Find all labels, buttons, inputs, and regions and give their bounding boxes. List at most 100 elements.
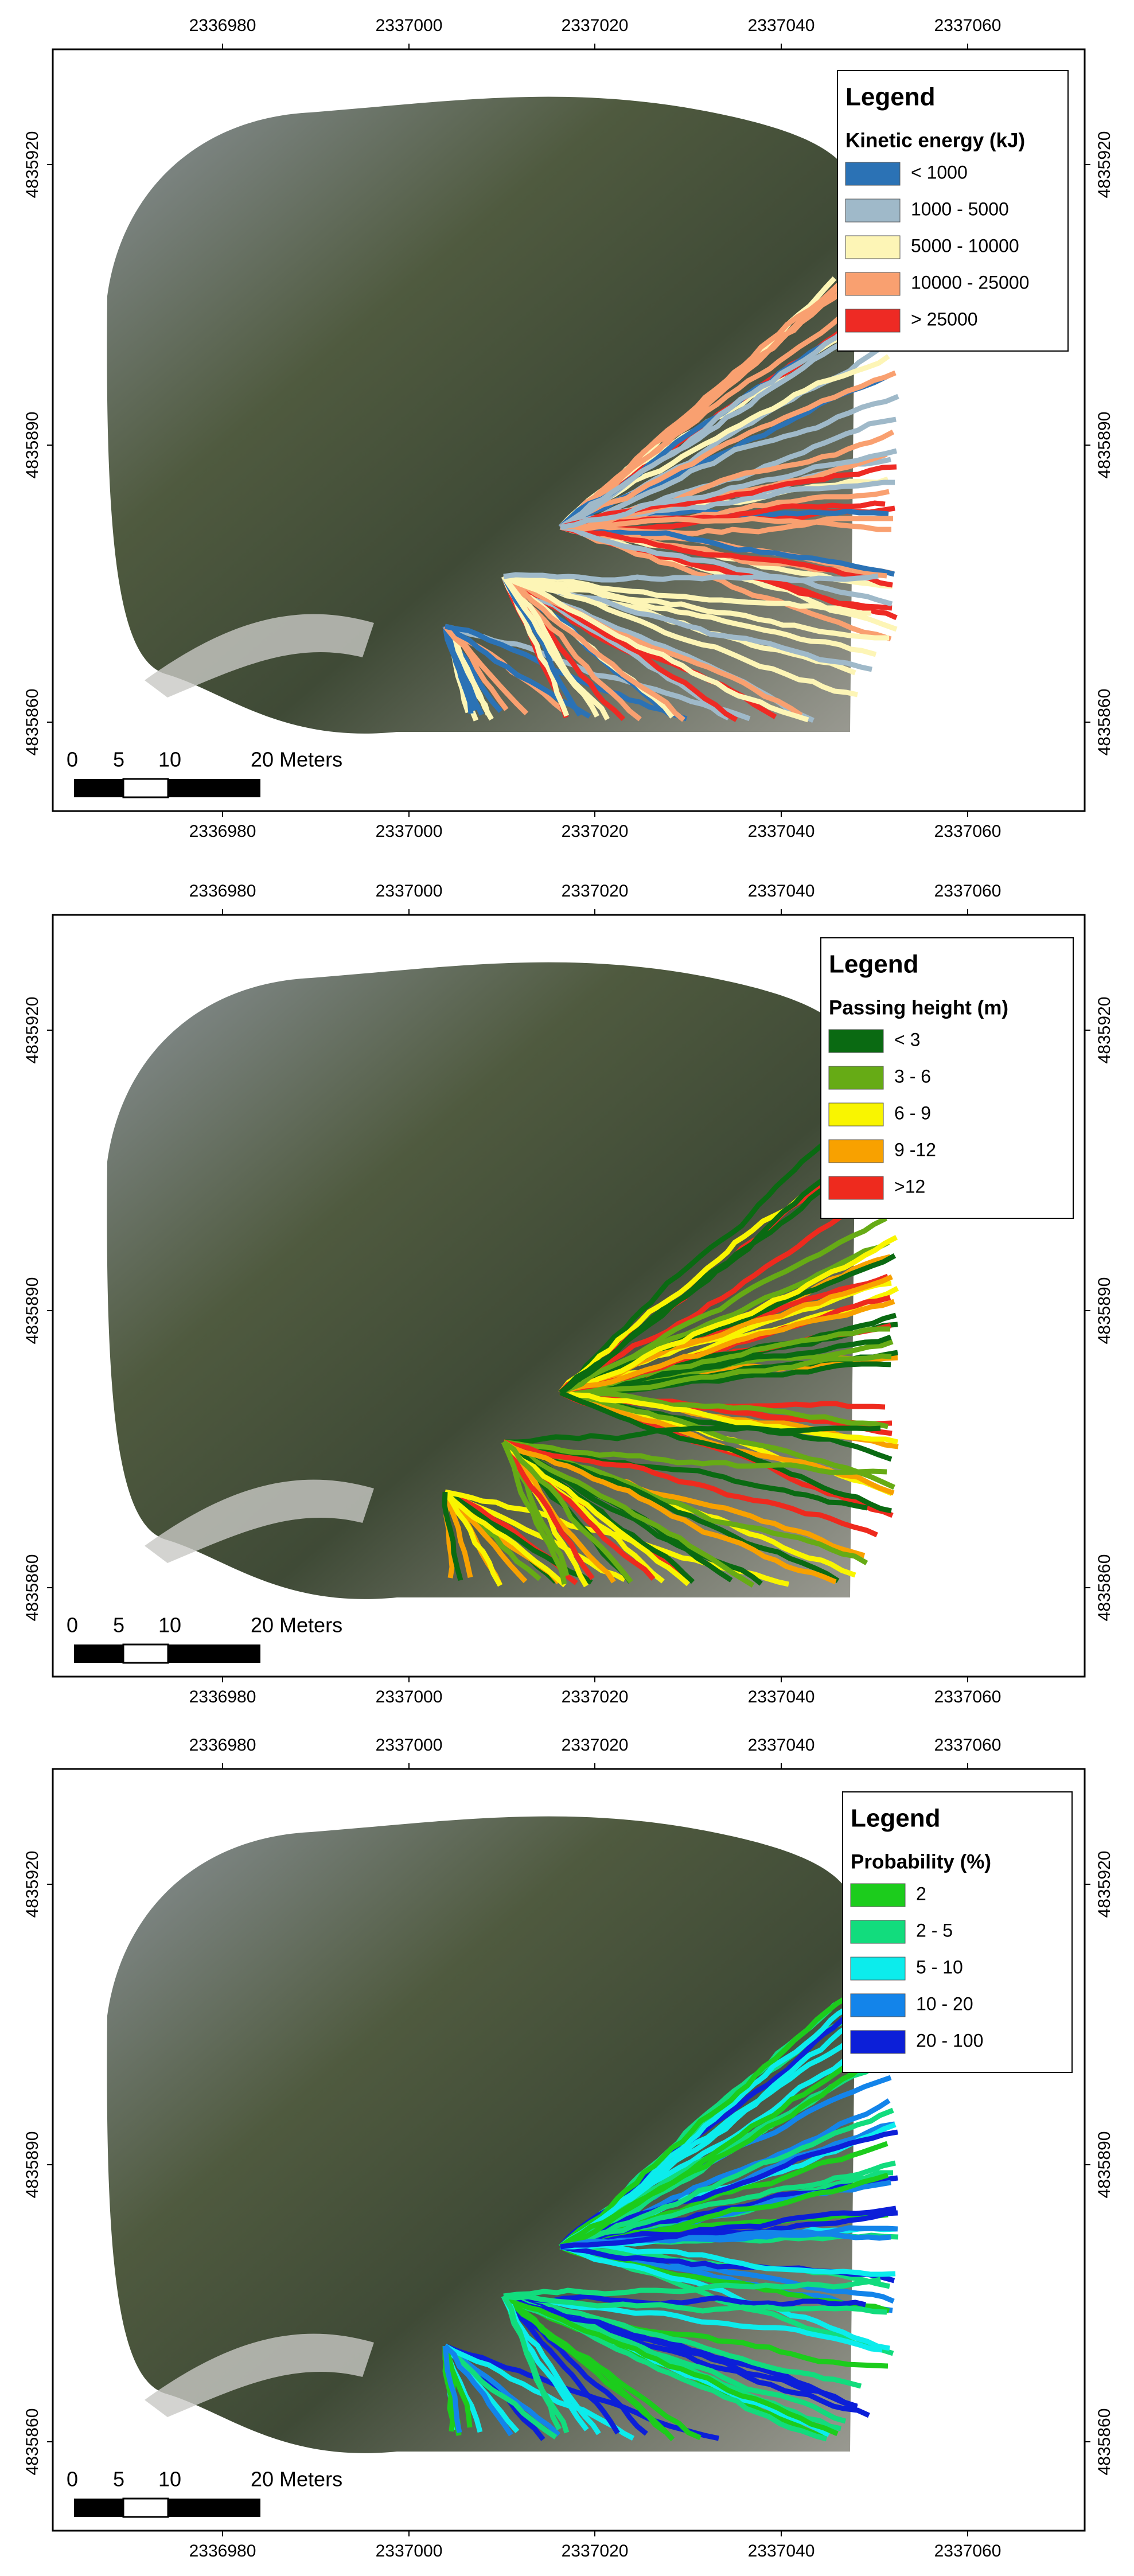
trajectory bbox=[502, 1439, 878, 1538]
trajectory bbox=[503, 2277, 881, 2299]
trajectory bbox=[502, 1440, 755, 1588]
trajectory bbox=[501, 575, 610, 721]
trajectory bbox=[559, 300, 867, 529]
x-coord-label: 2337060 bbox=[934, 882, 1001, 901]
scale-label: 5 bbox=[113, 1614, 124, 1637]
scale-label: 20 Meters bbox=[251, 2468, 342, 2491]
legend-subtitle: Passing height (m) bbox=[829, 996, 1008, 1019]
scale-label: 10 bbox=[158, 1614, 181, 1637]
trajectory bbox=[442, 1491, 473, 1578]
trajectory bbox=[503, 574, 877, 657]
trajectory bbox=[442, 1491, 463, 1581]
x-coord-label: 2337060 bbox=[934, 822, 1001, 841]
x-coord-label: 2337020 bbox=[562, 16, 629, 35]
trajectory bbox=[560, 1390, 895, 1490]
trajectory bbox=[560, 2210, 898, 2250]
legend-swatch bbox=[850, 1883, 906, 1907]
legend-label: 10 - 20 bbox=[916, 1993, 973, 2014]
trajectory bbox=[560, 393, 899, 530]
legend-swatch bbox=[850, 1957, 906, 1981]
scale-bar: 0 5 10 20 Meters bbox=[67, 2468, 342, 2518]
y-coord-label: 4835920 bbox=[1095, 1851, 1114, 1918]
x-coord-label: 2336980 bbox=[189, 1736, 256, 1755]
trajectory bbox=[560, 1390, 893, 1436]
y-coord-label: 4835860 bbox=[23, 2409, 42, 2476]
x-coord-label: 2337040 bbox=[748, 2542, 815, 2561]
map-content: Legend Passing height (m) < 3 3 - 6 6 - 9 9 -… bbox=[67, 937, 1074, 1664]
y-coord-label: 4835890 bbox=[23, 1277, 42, 1344]
legend-swatch bbox=[850, 1993, 906, 2017]
y-coord-label: 4835860 bbox=[1095, 1554, 1114, 1622]
scale-segment bbox=[168, 1644, 260, 1663]
map-content: Legend Probability (%) 2 2 - 5 5 - 10 10 - 20… bbox=[67, 1791, 1073, 2518]
legend-swatch bbox=[828, 1066, 884, 1090]
x-coord-label: 2337020 bbox=[562, 1688, 629, 1706]
legend: Legend Probability (%) 2 2 - 5 5 - 10 10 - 20… bbox=[842, 1791, 1073, 2073]
trajectory bbox=[444, 2343, 719, 2441]
map-panel: 2336980 2336980 2337000 2337000 2337020 23370… bbox=[23, 882, 1114, 1706]
trajectory bbox=[501, 1440, 690, 1587]
legend-swatch bbox=[828, 1139, 884, 1163]
y-coord-label: 4835860 bbox=[23, 1554, 42, 1622]
road bbox=[145, 614, 374, 697]
legend-label: 2 bbox=[916, 1883, 926, 1904]
trajectories bbox=[442, 1994, 899, 2442]
trajectory bbox=[559, 1161, 860, 1395]
x-coord-label: 2337020 bbox=[562, 2542, 629, 2561]
scale-label: 20 Meters bbox=[251, 748, 342, 771]
trajectory bbox=[503, 2293, 866, 2308]
x-coord-label: 2337000 bbox=[376, 1736, 443, 1755]
scale-segment bbox=[122, 2497, 169, 2518]
legend-title: Legend bbox=[829, 950, 918, 979]
trajectory bbox=[443, 2344, 513, 2437]
trajectory bbox=[559, 279, 855, 529]
x-coord-label: 2337040 bbox=[748, 16, 815, 35]
scale-segment bbox=[168, 779, 260, 797]
legend-label: 5 - 10 bbox=[916, 1957, 963, 1977]
trajectory bbox=[558, 1994, 850, 2249]
legend-swatch bbox=[845, 272, 901, 296]
trajectory bbox=[559, 2107, 894, 2250]
trajectory bbox=[559, 1215, 888, 1396]
scale-label: 5 bbox=[113, 2468, 124, 2491]
trajectory bbox=[503, 2293, 887, 2315]
trajectory bbox=[442, 626, 485, 716]
trajectory bbox=[501, 1441, 567, 1585]
x-coord-label: 2336980 bbox=[189, 1688, 256, 1706]
trajectory bbox=[502, 574, 730, 721]
x-coord-label: 2337040 bbox=[748, 1736, 815, 1755]
legend-title: Legend bbox=[845, 83, 935, 111]
legend-label: 5000 - 10000 bbox=[911, 235, 1019, 256]
legend-label: > 25000 bbox=[911, 309, 978, 329]
y-coord-label: 4835920 bbox=[1095, 131, 1114, 198]
legend-swatch bbox=[845, 235, 901, 259]
x-coord-label: 2337000 bbox=[376, 2542, 443, 2561]
trajectory bbox=[502, 2294, 839, 2437]
y-coord-label: 4835890 bbox=[23, 2131, 42, 2199]
y-coord-label: 4835920 bbox=[1095, 997, 1114, 1064]
scale-segment bbox=[168, 2499, 260, 2517]
x-coord-label: 2337060 bbox=[934, 1688, 1001, 1706]
trajectory bbox=[560, 1353, 892, 1396]
trajectory bbox=[443, 2344, 558, 2439]
road bbox=[145, 2333, 374, 2417]
legend-label: < 1000 bbox=[911, 162, 968, 182]
x-coord-label: 2337020 bbox=[562, 822, 629, 841]
trajectory bbox=[559, 2016, 865, 2249]
orthophoto bbox=[107, 962, 856, 1599]
legend-label: 2 - 5 bbox=[916, 1920, 953, 1940]
trajectory bbox=[503, 573, 871, 616]
legend-swatch bbox=[845, 162, 901, 186]
x-coord-label: 2337000 bbox=[376, 1688, 443, 1706]
trajectory bbox=[560, 2205, 897, 2250]
trajectory bbox=[502, 1440, 633, 1584]
scale-label: 0 bbox=[67, 1614, 78, 1637]
map-content: Legend Kinetic energy (kJ) < 1000 1000 - 50… bbox=[67, 70, 1069, 798]
trajectory bbox=[501, 2294, 667, 2434]
x-coord-label: 2337000 bbox=[376, 822, 443, 841]
legend-label: 10000 - 25000 bbox=[911, 272, 1029, 293]
scale-label: 10 bbox=[158, 2468, 181, 2491]
trajectory bbox=[560, 448, 898, 530]
y-coord-label: 4835920 bbox=[23, 131, 42, 198]
